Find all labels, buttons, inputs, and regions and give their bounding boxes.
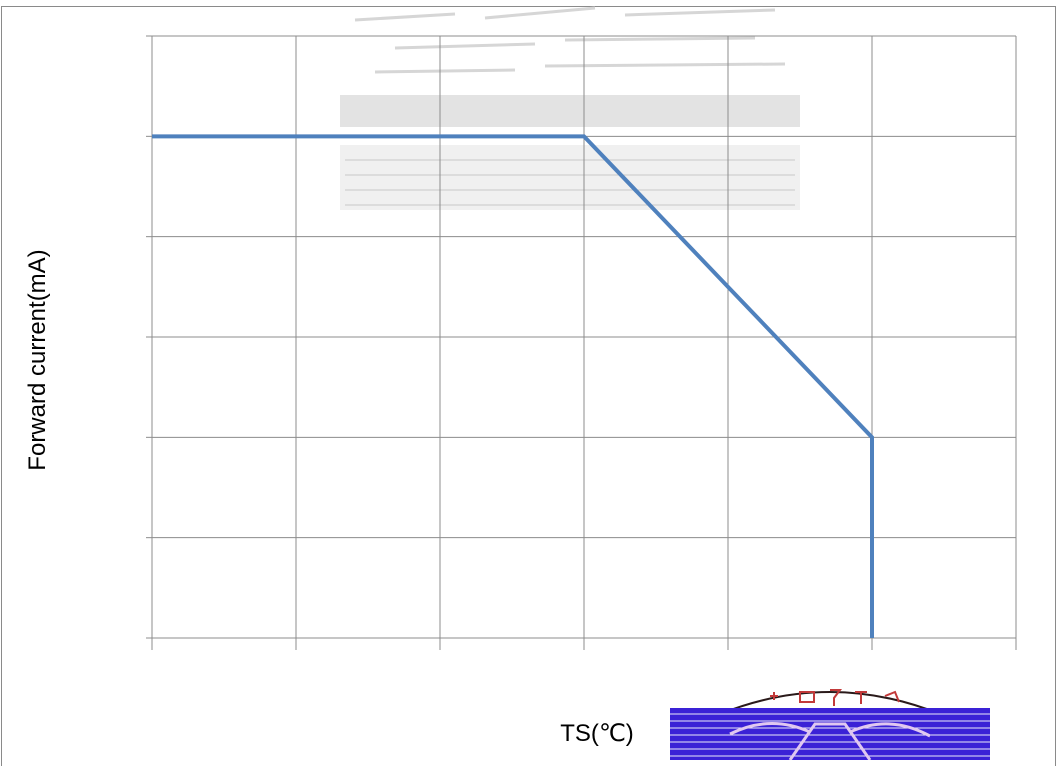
- y-axis-title: Forward current(mA): [24, 249, 51, 470]
- x-axis-title: TS(℃): [560, 720, 634, 747]
- obscured-header-region: [340, 6, 800, 210]
- axis-ticks: [146, 35, 1017, 650]
- series-layer: [152, 134, 874, 638]
- series-line: [152, 134, 874, 638]
- chart-frame: [1, 6, 1056, 766]
- company-seal-icon: [670, 684, 990, 760]
- grid-lines: [151, 35, 1017, 639]
